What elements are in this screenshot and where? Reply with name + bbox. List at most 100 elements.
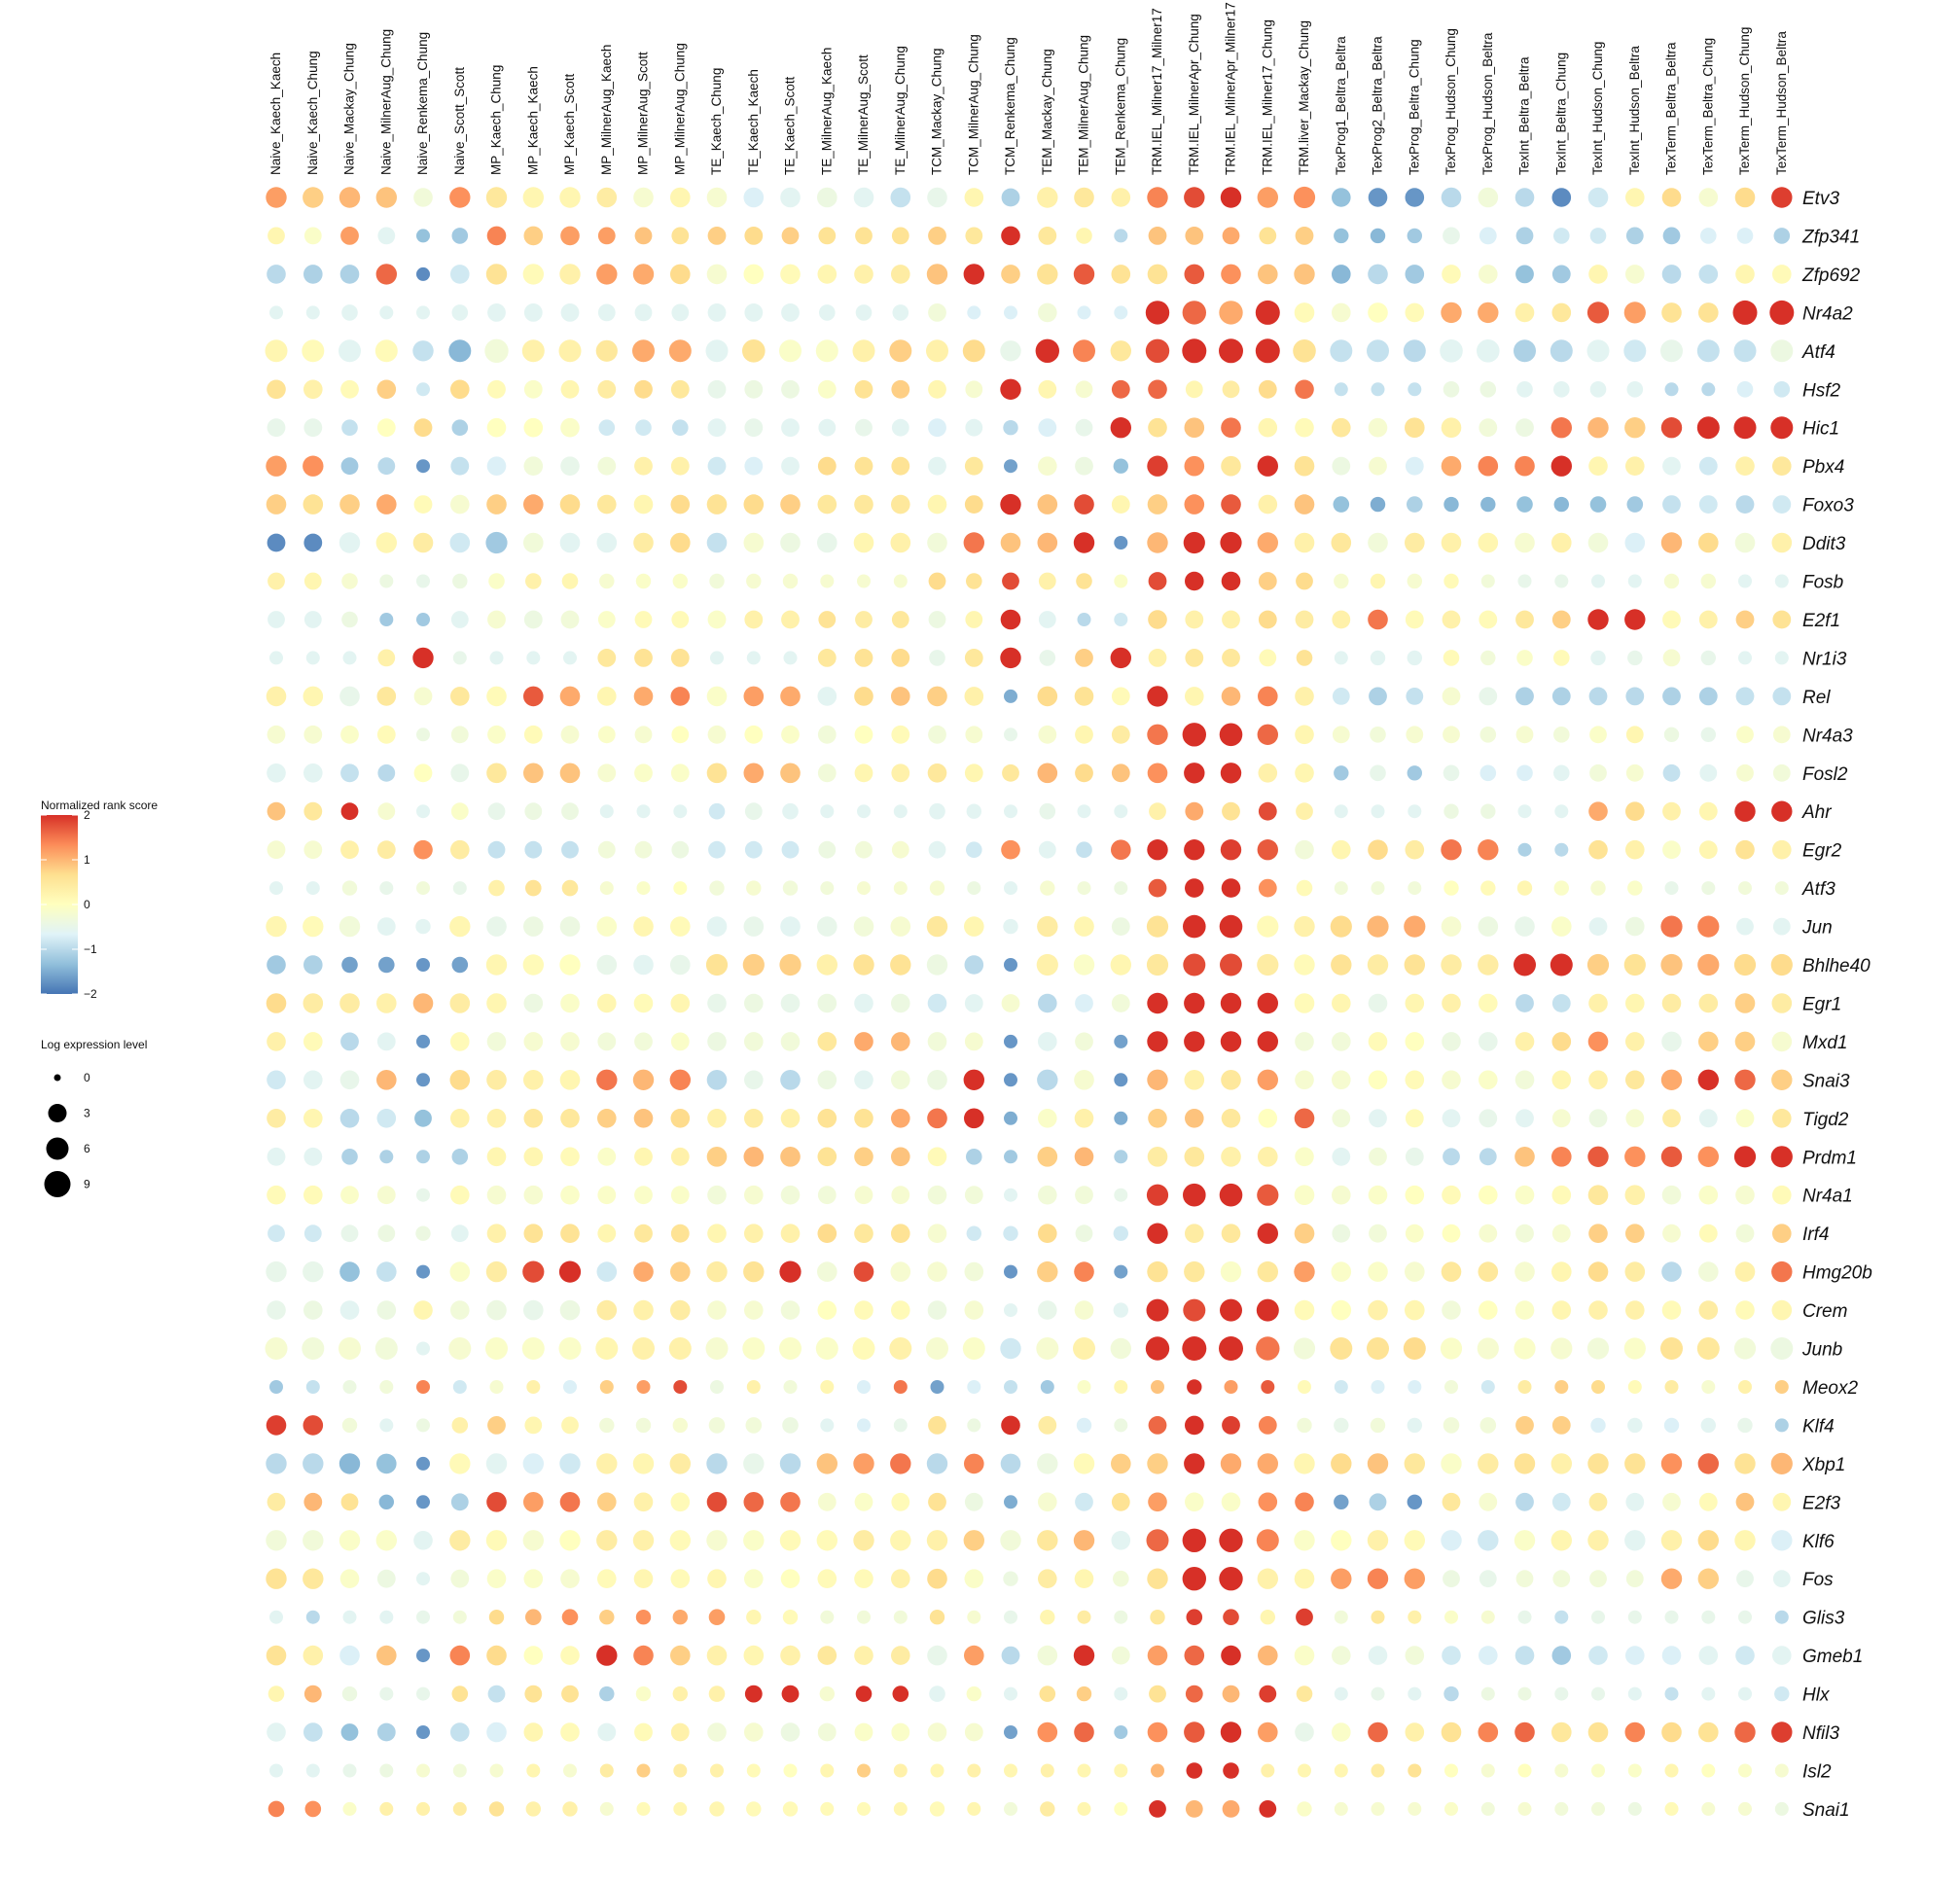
dot	[1113, 458, 1129, 474]
dot	[1701, 1763, 1716, 1778]
dot	[1660, 1069, 1683, 1091]
dot	[560, 226, 580, 246]
dot	[744, 840, 763, 859]
dot	[633, 1261, 654, 1282]
dot	[1036, 953, 1058, 976]
dot	[1591, 1380, 1605, 1394]
dot	[890, 1261, 911, 1282]
dot	[303, 1260, 324, 1283]
dot	[1001, 1646, 1020, 1665]
dot	[1371, 804, 1385, 819]
dot	[706, 532, 728, 553]
dot	[1369, 687, 1387, 706]
dot	[927, 1568, 947, 1589]
row-label: Ahr	[1801, 802, 1832, 823]
dot	[780, 494, 801, 515]
dot	[375, 532, 397, 553]
dot	[1146, 1298, 1169, 1322]
dot	[1698, 188, 1719, 207]
dot	[781, 840, 800, 859]
dot	[413, 188, 433, 207]
dot	[783, 1380, 798, 1394]
dot	[1660, 339, 1683, 363]
dot	[341, 956, 358, 974]
dot	[1111, 725, 1130, 744]
dot	[928, 456, 946, 476]
dot	[523, 1109, 544, 1128]
dot	[817, 1300, 837, 1320]
dot	[1515, 1300, 1535, 1320]
dot	[1624, 417, 1646, 439]
dot	[929, 1686, 945, 1702]
dot	[267, 1300, 286, 1320]
dot	[819, 1686, 835, 1702]
dot	[1147, 724, 1168, 745]
dot	[817, 1109, 837, 1128]
dot	[1774, 881, 1789, 896]
dot	[1735, 839, 1755, 860]
dot	[780, 532, 801, 553]
dot	[448, 1337, 472, 1360]
dot	[1332, 993, 1351, 1013]
dot	[486, 763, 507, 784]
row-label: Zfp341	[1801, 227, 1860, 247]
dot	[1073, 1453, 1095, 1474]
dot	[597, 227, 616, 245]
dot	[1771, 1260, 1793, 1283]
dot	[926, 1453, 948, 1474]
dot	[379, 1150, 394, 1164]
dot	[1442, 1185, 1461, 1205]
row-label: Nr4a3	[1802, 726, 1853, 746]
dot	[486, 226, 507, 246]
dot	[1733, 953, 1757, 976]
dot	[1257, 1260, 1279, 1283]
dot	[266, 993, 287, 1013]
dot	[743, 1453, 765, 1474]
dot	[1627, 1801, 1642, 1816]
dot	[1736, 381, 1754, 398]
dot	[1331, 1453, 1352, 1474]
dot	[1258, 763, 1278, 783]
dot	[560, 303, 580, 322]
dot	[1699, 763, 1718, 782]
dot	[486, 494, 507, 515]
dot	[1334, 382, 1348, 397]
dot	[928, 227, 946, 245]
dot	[559, 1530, 581, 1551]
dot	[1258, 1109, 1278, 1128]
dot	[671, 840, 690, 859]
dot	[303, 611, 322, 628]
dot	[891, 379, 910, 399]
dot	[854, 456, 873, 476]
dot	[266, 1645, 287, 1666]
dot	[1736, 726, 1754, 744]
dot	[1368, 188, 1388, 207]
column-label: TCM_Renkema_Chung	[1003, 37, 1017, 175]
column-label: Naive_Kaech_Chung	[305, 51, 320, 175]
dot	[927, 1722, 947, 1742]
dot	[927, 1108, 947, 1129]
dot	[1515, 1032, 1535, 1051]
dot	[708, 840, 726, 859]
dot	[599, 573, 615, 589]
row-label: Nr1i3	[1802, 649, 1847, 669]
dot	[817, 916, 837, 937]
dot	[926, 1530, 948, 1551]
column-label: TexInt_Beltra_Chung	[1553, 53, 1568, 175]
dot	[596, 954, 618, 976]
dot	[305, 881, 320, 896]
dot	[1111, 839, 1131, 860]
dot	[1591, 1763, 1605, 1778]
dot	[1075, 1032, 1093, 1051]
dot	[522, 187, 544, 208]
dot	[891, 1147, 910, 1167]
dot	[1515, 726, 1534, 744]
dot	[820, 881, 835, 896]
dot	[1771, 1069, 1793, 1091]
dot	[1515, 1147, 1535, 1167]
dot	[1221, 417, 1241, 439]
dot	[1332, 1722, 1351, 1742]
dot	[1480, 803, 1496, 819]
dot	[671, 303, 690, 322]
dot	[1408, 382, 1422, 397]
